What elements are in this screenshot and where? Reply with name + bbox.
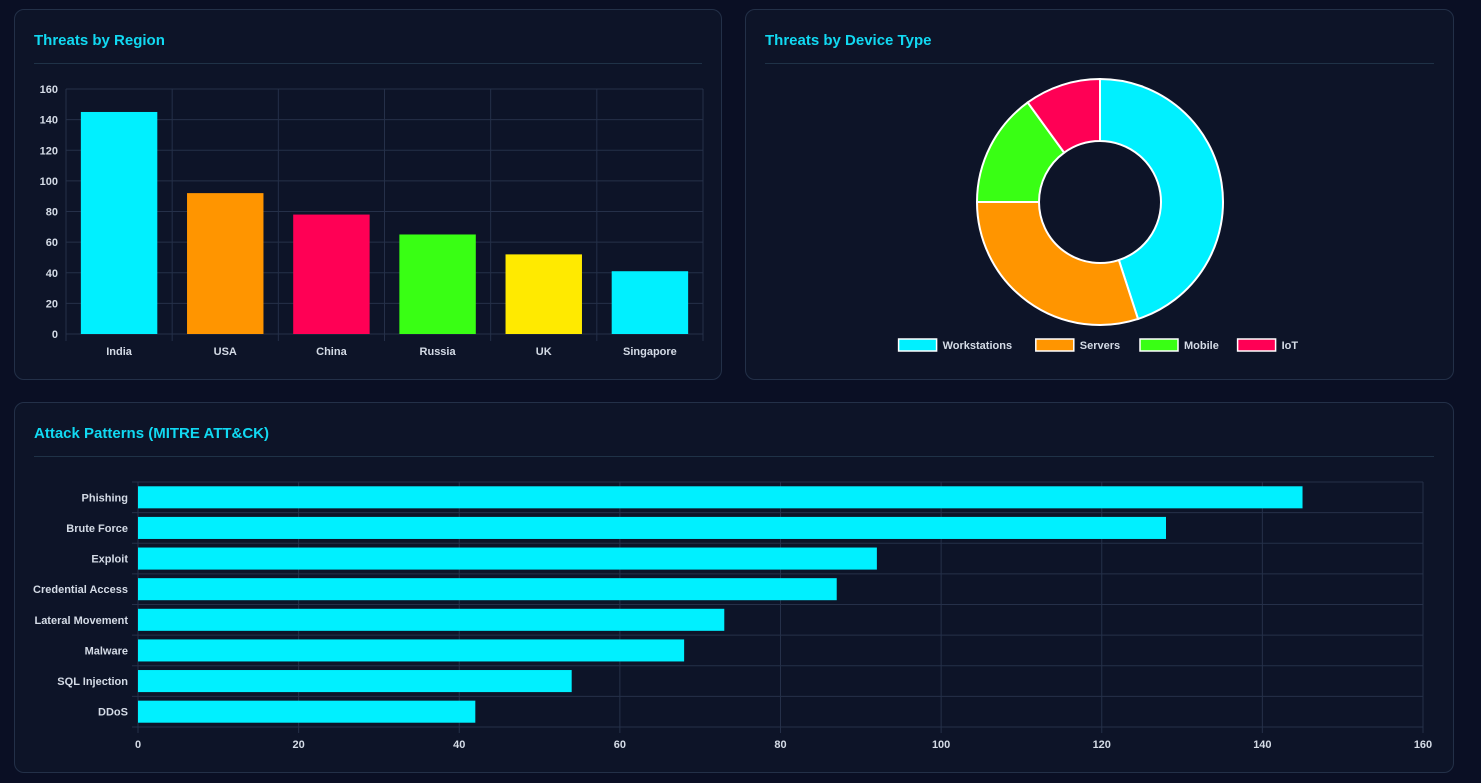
attack-y-tick-credential-access: Credential Access: [33, 584, 128, 596]
attack-x-tick-1: 20: [293, 739, 305, 751]
region-y-tick-2: 40: [46, 268, 58, 280]
attack-y-tick-brute-force: Brute Force: [66, 523, 128, 535]
region-bar-usa: [187, 193, 264, 334]
attack-y-tick-exploit: Exploit: [91, 554, 128, 566]
device-legend-swatch-mobile: [1139, 338, 1179, 352]
region-y-tick-4: 80: [46, 207, 58, 219]
region-x-tick-india: India: [106, 346, 133, 358]
attack-x-tick-5: 100: [932, 739, 950, 751]
device-chart-title: Threats by Device Type: [765, 32, 932, 49]
device-legend-label-mobile: Mobile: [1184, 340, 1219, 352]
attack-chart-title: Attack Patterns (MITRE ATT&CK): [34, 425, 270, 442]
region-bar-russia: [399, 234, 476, 334]
attack-bar-ddos: [138, 700, 476, 723]
region-chart-divider: [34, 63, 702, 64]
region-y-tick-3: 60: [46, 237, 58, 249]
region-y-tick-1: 20: [46, 298, 58, 310]
device-slice-servers: [975, 201, 1140, 326]
device-legend-swatch-iot: [1236, 338, 1277, 352]
attack-y-tick-malware: Malware: [85, 645, 128, 657]
attack-x-tick-0: 0: [135, 739, 141, 751]
attack-bar-lateral-movement: [138, 608, 725, 631]
attack-hbar-chart: 0 20 40 60 80 100 120 140 160 Phishing Brute Force…: [33, 481, 1432, 751]
attack-bar-credential-access: [138, 578, 837, 601]
attack-bar-malware: [138, 639, 685, 662]
attack-x-tick-8: 160: [1414, 739, 1432, 751]
attack-y-tick-sql-injection: SQL Injection: [57, 676, 128, 688]
device-legend-swatch-servers: [1035, 338, 1075, 352]
device-legend-label-workstations: Workstations: [943, 340, 1012, 352]
attack-x-tick-2: 40: [453, 739, 465, 751]
attack-x-tick-3: 60: [614, 739, 626, 751]
region-y-tick-5: 100: [40, 176, 58, 188]
attack-bar-phishing: [138, 486, 1303, 509]
attack-y-tick-phishing: Phishing: [82, 492, 128, 504]
device-legend-swatch-workstations: [897, 338, 938, 352]
attack-chart-divider: [34, 456, 1434, 457]
region-y-tick-7: 140: [40, 115, 58, 127]
region-chart-card: Threats by Region 0 20 40 60 80 100 120 140 160 I…: [14, 9, 722, 380]
device-chart-card: Threats by Device Type Workstations Serve…: [745, 9, 1454, 380]
region-bar-china: [293, 214, 370, 334]
region-bar-chart: 0 20 40 60 80 100 120 140 160 India USA China Russia…: [40, 84, 704, 358]
device-chart-divider: [765, 63, 1434, 64]
region-bar-singapore: [611, 271, 689, 334]
region-y-tick-8: 160: [40, 84, 58, 96]
attack-bar-sql-injection: [138, 670, 572, 693]
attack-x-tick-7: 140: [1253, 739, 1271, 751]
attack-x-tick-6: 120: [1093, 739, 1111, 751]
region-y-tick-6: 120: [40, 145, 58, 157]
device-legend-label-iot: IoT: [1282, 340, 1299, 352]
region-x-tick-singapore: Singapore: [623, 346, 677, 358]
attack-y-tick-lateral-movement: Lateral Movement: [34, 615, 128, 627]
device-slice-workstations: [1099, 77, 1224, 321]
region-x-tick-china: China: [316, 346, 347, 358]
device-legend-label-servers: Servers: [1080, 340, 1120, 352]
region-x-tick-uk: UK: [536, 346, 552, 358]
region-bar-uk: [505, 254, 582, 334]
device-slice-iot: [1026, 77, 1101, 155]
attack-y-tick-ddos: DDoS: [98, 707, 128, 719]
device-doughnut-chart: Workstations Servers Mobile IoT: [897, 77, 1299, 352]
region-x-tick-russia: Russia: [420, 346, 457, 358]
region-bar-india: [80, 111, 158, 334]
region-x-tick-usa: USA: [214, 346, 237, 358]
attack-chart-card: Attack Patterns (MITRE ATT&CK) 0 20 40 60 80…: [14, 402, 1454, 773]
region-y-tick-0: 0: [52, 329, 58, 341]
attack-bar-brute-force: [138, 516, 1166, 539]
attack-x-tick-4: 80: [774, 739, 786, 751]
attack-bar-exploit: [138, 547, 877, 570]
region-chart-title: Threats by Region: [34, 32, 165, 49]
